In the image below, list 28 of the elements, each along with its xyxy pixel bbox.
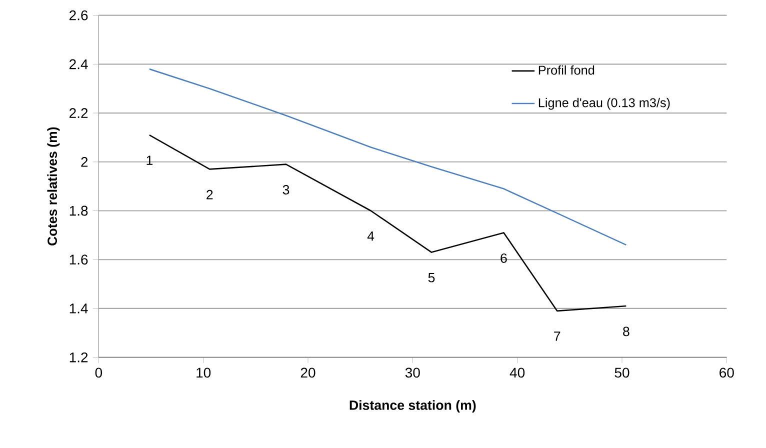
x-tick-label: 20 xyxy=(300,368,316,378)
y-tick-label: 1.2 xyxy=(70,352,88,362)
x-tick-label: 50 xyxy=(614,368,630,378)
x-tick-label: 60 xyxy=(720,368,734,378)
annotation: 2 xyxy=(206,190,213,200)
annotation: 7 xyxy=(554,332,560,341)
y-tick-label: 1.6 xyxy=(70,254,88,265)
y-tick-label: 1.4 xyxy=(70,304,88,314)
y-axis-title: Cotes relatives (m) xyxy=(47,127,60,246)
x-tick-label: 0 xyxy=(95,368,102,378)
x-tick-label: 10 xyxy=(196,368,211,378)
annotation: 4 xyxy=(367,231,374,241)
annotation: 8 xyxy=(623,326,630,336)
y-tick-label: 2.6 xyxy=(70,10,88,20)
line-series xyxy=(148,134,627,312)
y-tick-label: 2 xyxy=(81,157,88,167)
x-tick-label: 40 xyxy=(510,368,525,378)
x-axis-title: Distance station (m) xyxy=(350,400,476,413)
x-tick-label: 30 xyxy=(405,368,420,378)
annotation: 1 xyxy=(146,156,153,165)
legend-label: Ligne d'eau (0.13 m3/s) xyxy=(538,98,670,110)
annotation: 5 xyxy=(428,272,435,282)
annotation: 6 xyxy=(500,253,507,263)
annotation: 3 xyxy=(282,185,290,194)
y-tick-label: 1.8 xyxy=(70,206,88,216)
y-tick-label: 2.2 xyxy=(70,108,88,118)
y-tick-label: 2.4 xyxy=(70,59,88,70)
legend-label: Profil fond xyxy=(538,65,594,75)
